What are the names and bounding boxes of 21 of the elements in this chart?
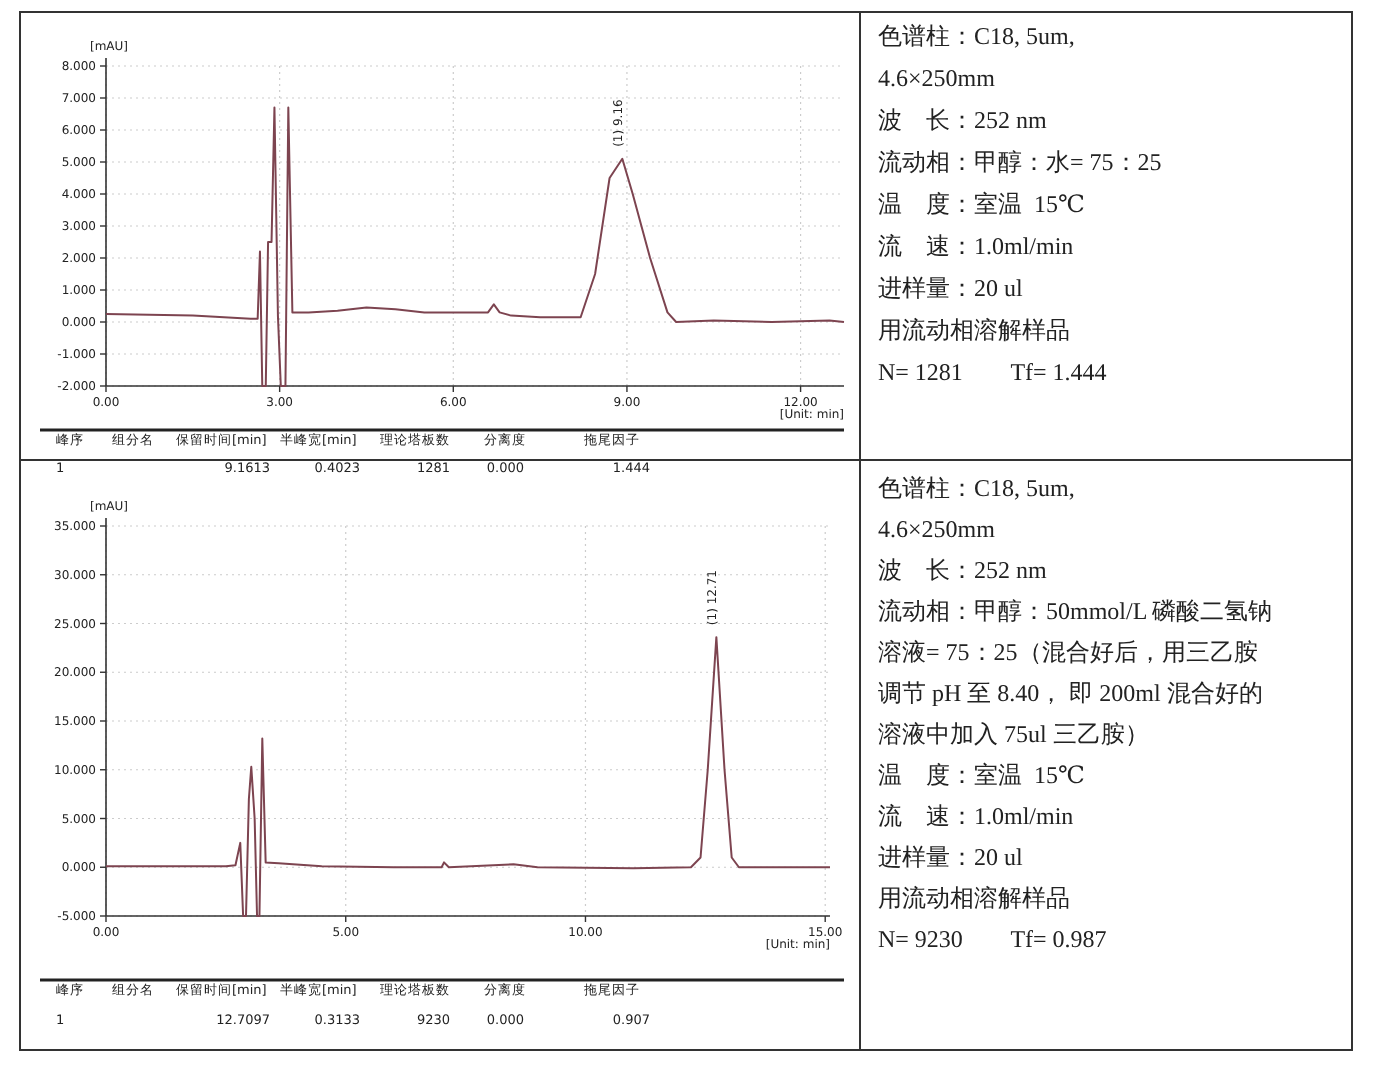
text: N= 1281 Tf= 1.444: [878, 358, 1107, 386]
text: 色谱柱：C18, 5um,: [878, 474, 1075, 502]
text: 进样量：20 ul: [878, 843, 1024, 871]
text: 流 速：1.0ml/min: [878, 802, 1074, 830]
text: 调节 pH 至 8.40， 即 200ml 混合好的: [878, 679, 1263, 707]
text: 进样量：20 ul: [878, 274, 1024, 302]
text: 流 速：1.0ml/min: [878, 232, 1074, 260]
text: 温 度：室温 15℃: [878, 761, 1085, 789]
text: 用流动相溶解样品: [878, 316, 1070, 344]
text: 温 度：室温 15℃: [878, 190, 1085, 218]
text: 色谱柱：C18, 5um,: [878, 22, 1075, 50]
text: 流动相：甲醇：50mmol/L 磷酸二氢钠: [878, 597, 1273, 625]
text: 波 长：252 nm: [878, 106, 1048, 134]
text: 4.6×250mm: [878, 64, 997, 92]
text: N= 9230 Tf= 0.987: [878, 925, 1107, 953]
text: 用流动相溶解样品: [878, 884, 1070, 912]
text: 溶液中加入 75ul 三乙胺）: [878, 720, 1149, 748]
text: 溶液= 75：25（混合好后，用三乙胺: [878, 638, 1258, 666]
text: 流动相：甲醇：水= 75：25: [878, 148, 1162, 176]
text: 波 长：252 nm: [878, 556, 1048, 584]
text: 4.6×250mm: [878, 515, 997, 543]
